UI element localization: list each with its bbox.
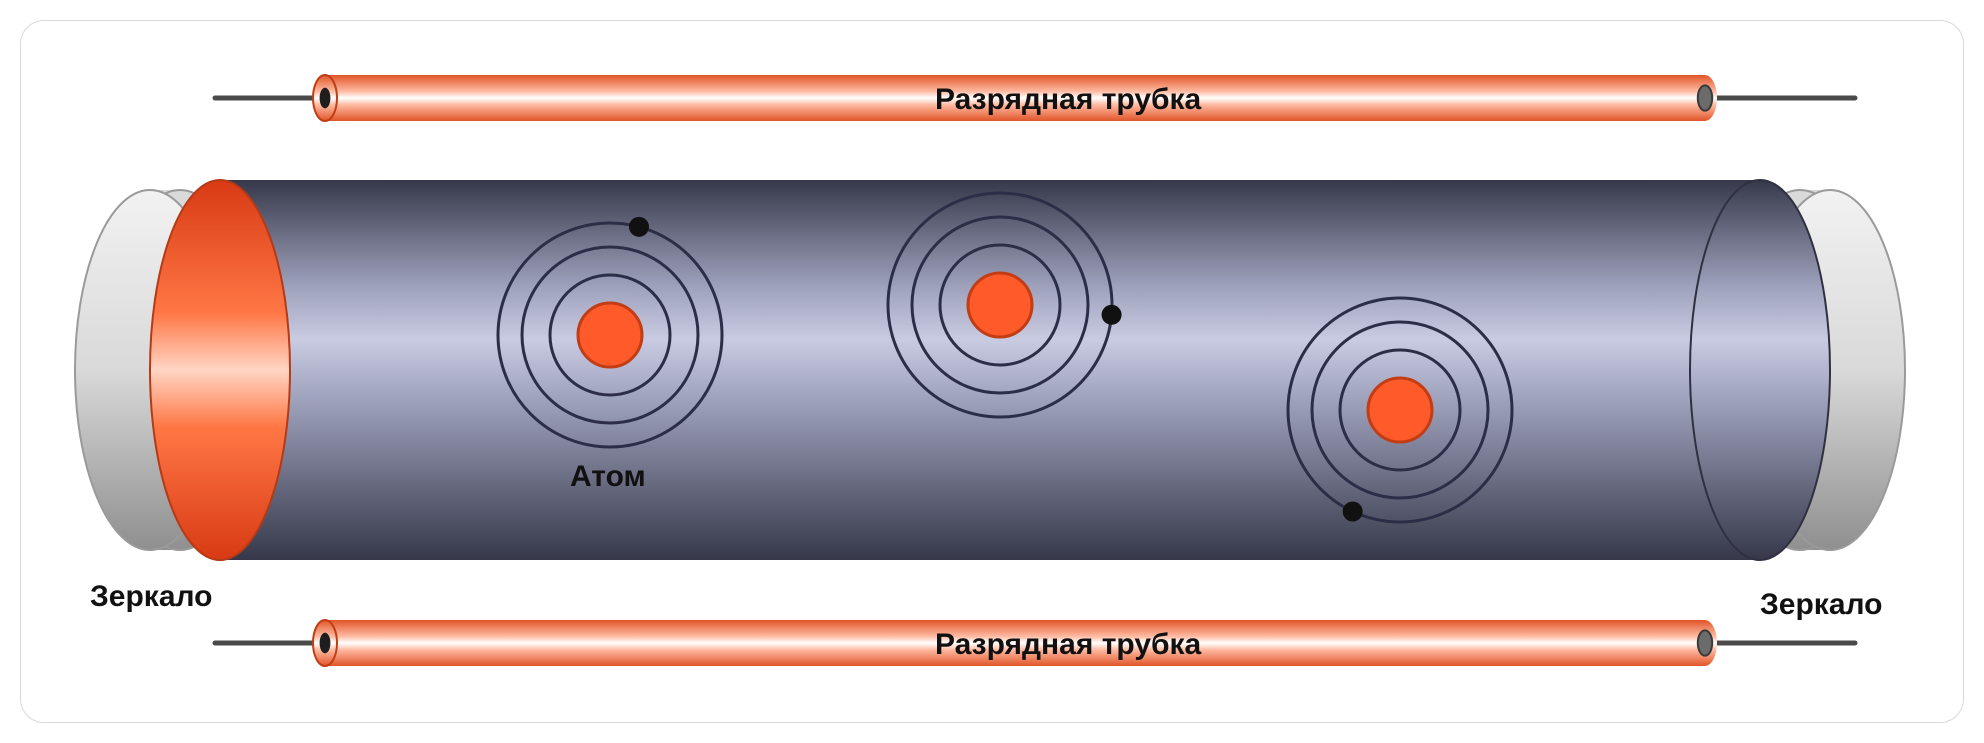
gain-tube-left-cap (150, 180, 290, 560)
discharge-top-right-plug (1698, 85, 1712, 110)
atom-3-electron (1343, 502, 1363, 522)
discharge-bottom-left-hole (320, 633, 331, 654)
discharge-top-label: Разрядная трубка (935, 83, 1201, 117)
mirror-right-label: Зеркало (1760, 588, 1883, 622)
atom-1-electron (629, 217, 649, 237)
mirror-left-label: Зеркало (90, 580, 213, 614)
gain-tube-body (220, 180, 1760, 560)
discharge-top-left-hole (320, 88, 331, 109)
gain-tube-right-cap (1690, 180, 1830, 560)
atom-2-nucleus (968, 273, 1032, 337)
atom-label: Атом (570, 460, 646, 494)
discharge-bottom-label: Разрядная трубка (935, 628, 1201, 662)
atom-2-electron (1102, 305, 1122, 325)
atom-3-nucleus (1368, 378, 1432, 442)
atom-1-nucleus (578, 303, 642, 367)
discharge-bottom-right-plug (1698, 630, 1712, 655)
